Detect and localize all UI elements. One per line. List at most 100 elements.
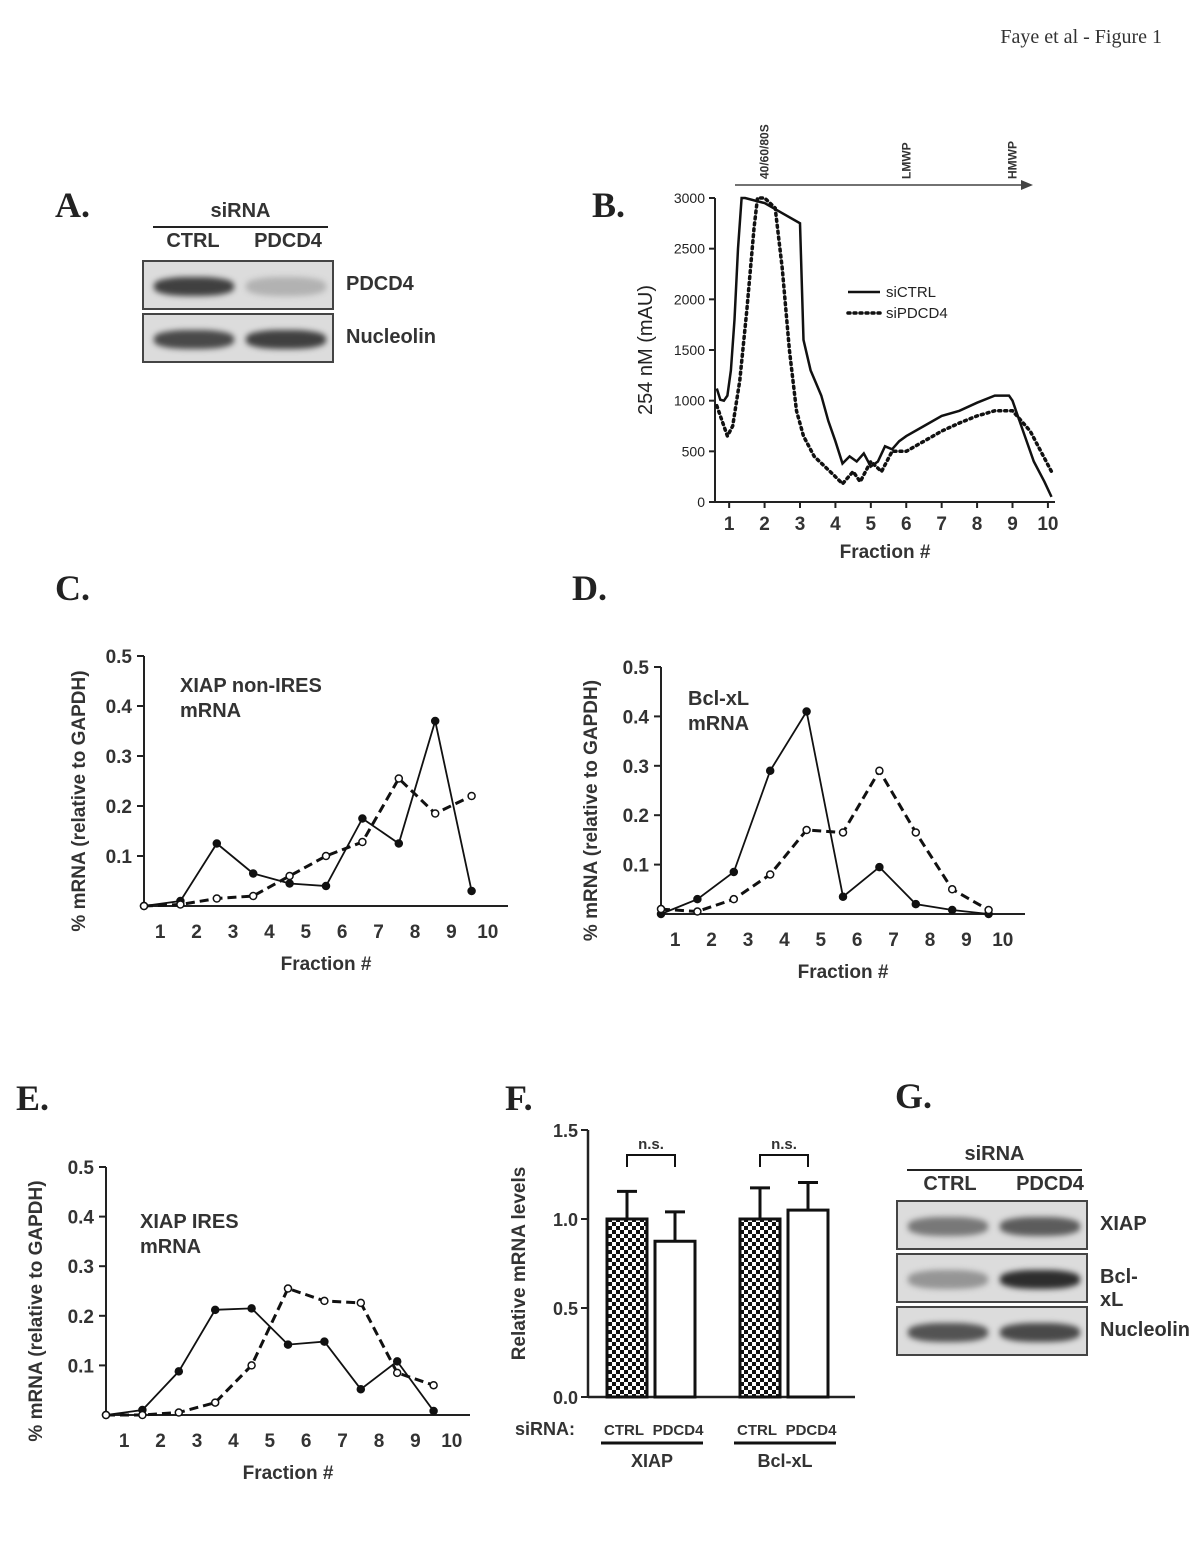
x-tick-label: 2 (155, 1431, 166, 1452)
data-point-siPDCD4 (212, 894, 222, 903)
x-tick-label: 9 (446, 922, 457, 943)
gradient-annotation: LMWP (899, 142, 913, 179)
bar (605, 1217, 649, 1399)
x-tick-label: 10 (477, 922, 498, 943)
panel-letter-e: E. (16, 1078, 50, 1118)
y-tick-label: 0.1 (68, 1356, 95, 1377)
data-point-siPDCD4 (394, 774, 404, 783)
sirna-group-underline (153, 226, 328, 228)
data-point-siCTRL (285, 879, 294, 888)
data-point-siPDCD4 (320, 1296, 329, 1306)
x-axis-title: Fraction # (840, 542, 931, 563)
data-point-siCTRL (947, 905, 957, 915)
group-label: Bcl-xL (757, 1451, 812, 1471)
blot-protein-label: Nucleolin (346, 326, 437, 348)
y-tick-label: 0.0 (553, 1388, 578, 1408)
panel-letter-a: A. (55, 185, 90, 225)
y-tick-label: 0.2 (68, 1307, 94, 1328)
significance-bracket (626, 1154, 676, 1167)
data-point-siPDCD4 (656, 904, 666, 914)
x-tick-label: 4 (779, 930, 790, 951)
data-point-siPDCD4 (248, 891, 258, 901)
blot-strip (896, 1200, 1088, 1250)
xiap-ires-chart: 0.1 0.2 0.3 0.4 0.5 1 2 3 4 5 6 7 8 9 10 Fraction # % mR… (26, 1158, 470, 1484)
x-tick-label: 1 (724, 514, 735, 535)
data-point-siPDCD4 (984, 905, 993, 915)
protein-band (907, 1217, 989, 1236)
data-point-siPDCD4 (138, 1410, 147, 1420)
y-tick-label: 0.2 (623, 806, 649, 827)
bcl-xl-chart: 0.1 0.2 0.3 0.4 0.5 1 2 3 4 5 6 7 8 9 10 Fraction # % mR… (581, 658, 1025, 983)
category-label: CTRL (604, 1422, 644, 1439)
x-tick-label: 2 (759, 514, 770, 535)
sirna-group-label: siRNA (210, 200, 271, 222)
protein-band (245, 330, 327, 349)
x-tick-label: 1 (155, 922, 166, 943)
y-tick-label: 0.3 (623, 757, 649, 778)
y-tick-label: 1.5 (553, 1121, 578, 1141)
x-tick-label: 9 (1007, 514, 1018, 535)
data-point-siPDCD4 (430, 809, 440, 818)
data-point-siPDCD4 (729, 894, 739, 904)
data-point-siPDCD4 (429, 1380, 438, 1390)
y-tick-label: 0.1 (623, 856, 650, 877)
chart-title-line: mRNA (140, 1236, 201, 1258)
panel-letter-d: D. (572, 568, 607, 608)
data-point-siCTRL (875, 862, 884, 872)
x-tick-label: 5 (816, 930, 827, 951)
y-tick-label: 0.1 (106, 847, 133, 868)
x-tick-label: 7 (337, 1431, 348, 1452)
data-point-siCTRL (212, 839, 222, 848)
blot-protein-label: Nucleolin (1100, 1319, 1191, 1341)
x-tick-label: 5 (265, 1431, 276, 1452)
y-axis-title: Relative mRNA levels (509, 1167, 530, 1361)
data-point-siPDCD4 (356, 1298, 366, 1308)
y-tick-label: 2500 (674, 241, 705, 257)
data-point-siPDCD4 (838, 828, 848, 837)
y-tick-label: 0 (697, 494, 705, 510)
data-point-siCTRL (247, 1304, 256, 1313)
x-tick-label: 10 (441, 1431, 462, 1452)
data-point-siCTRL (283, 1340, 293, 1349)
significance-label: n.s. (638, 1136, 664, 1153)
blot-protein-label: Bcl-xL (1100, 1266, 1138, 1311)
data-point-siPDCD4 (392, 1368, 402, 1378)
x-tick-label: 6 (337, 922, 348, 943)
protein-band (999, 1323, 1081, 1342)
chart-title-line: Bcl-xL (688, 688, 749, 710)
x-tick-label: 3 (795, 514, 806, 535)
x-axis-title: Fraction # (281, 954, 372, 975)
y-tick-label: 1500 (674, 342, 705, 358)
x-tick-label: 6 (301, 1431, 312, 1452)
x-tick-label: 6 (852, 930, 863, 951)
data-point-siPDCD4 (693, 907, 702, 916)
y-axis-title: 254 nM (mAU) (635, 285, 657, 415)
group-label: XIAP (631, 1451, 673, 1471)
x-tick-label: 4 (264, 922, 275, 943)
significance-label: n.s. (771, 1136, 797, 1153)
protein-band (907, 1270, 989, 1289)
polysome-profile-chart: 0 500 1000 1500 2000 2500 3000 1 2 3 4 5 6 7 8 9 10 Fract… (635, 124, 1058, 563)
data-point-siPDCD4 (174, 1408, 184, 1417)
x-tick-label: 4 (228, 1431, 239, 1452)
relative-mrna-bar-chart: 0.0 0.5 1.0 1.5 Relative mRNA levels n.s. n.s.… (509, 1121, 855, 1471)
significance-bracket (759, 1154, 809, 1167)
data-point-siPDCD4 (875, 766, 884, 775)
x-tick-label: 3 (228, 922, 239, 943)
x-tick-label: 9 (961, 930, 972, 951)
gradient-annotation: HMWP (1006, 141, 1020, 179)
lane-label: PDCD4 (1016, 1173, 1084, 1195)
data-point-siCTRL (358, 814, 367, 823)
y-tick-label: 0.3 (68, 1257, 94, 1278)
data-point-siCTRL (838, 892, 848, 901)
data-point-siPDCD4 (358, 837, 367, 847)
blot-protein-label: XIAP (1100, 1213, 1147, 1235)
sirna-group-label: siRNA (964, 1143, 1025, 1165)
protein-band (245, 277, 327, 296)
bar (653, 1239, 697, 1399)
x-tick-label: 2 (706, 930, 717, 951)
data-point-siCTRL (392, 1357, 402, 1366)
x-tick-label: 8 (410, 922, 421, 943)
y-tick-label: 0.4 (68, 1208, 95, 1229)
y-axis-title: % mRNA (relative to GAPDH) (69, 670, 90, 931)
